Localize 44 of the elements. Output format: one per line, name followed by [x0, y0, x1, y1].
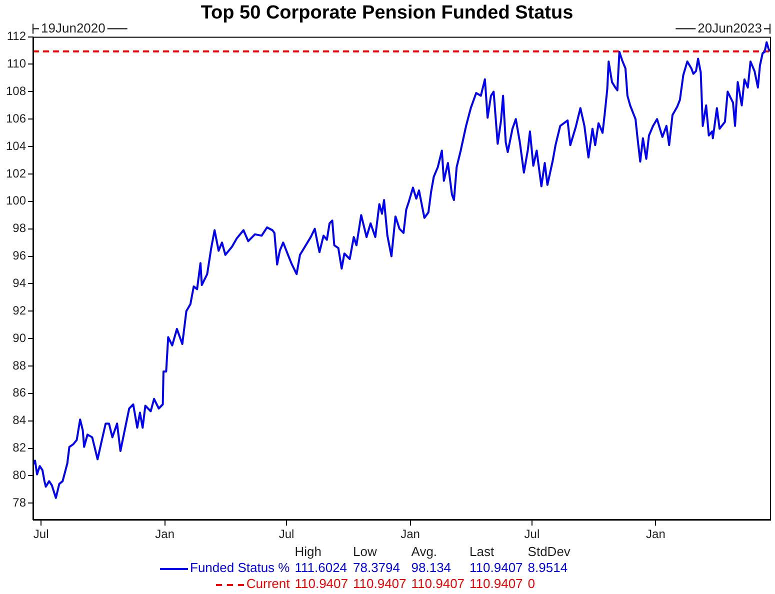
text: Avg.: [411, 544, 438, 560]
text: High: [294, 544, 322, 560]
text: 8.9514: [528, 560, 569, 576]
text: 110.9407: [470, 560, 524, 576]
x-tick-label: Jul: [524, 527, 540, 542]
y-tick-label: 78: [12, 495, 26, 510]
text: 98.134: [411, 560, 452, 576]
text: Last: [470, 544, 496, 560]
text: 20Jun2023: [698, 20, 762, 36]
y-tick-label: 82: [12, 440, 26, 455]
y-tick-label: 80: [12, 468, 26, 482]
y-tick-label: 90: [12, 330, 26, 345]
x-tick-label: Jan: [155, 527, 174, 542]
legend-label: Funded Status %: [189, 560, 291, 576]
text: 110.9407: [411, 576, 466, 592]
y-tick-label: 98: [12, 221, 26, 236]
legend-label: Current: [245, 576, 291, 592]
chart-title: Top 50 Corporate Pension Funded Status: [200, 2, 574, 24]
text: 110.9407: [470, 576, 524, 592]
x-tick-label: Jan: [646, 527, 666, 542]
y-tick-label: 106: [6, 111, 26, 126]
y-tick-label: 92: [12, 303, 26, 318]
y-tick-label: 96: [12, 248, 26, 263]
x-tick-label: Jan: [400, 527, 420, 542]
text: 0: [528, 576, 536, 592]
x-tick-label: Jul: [33, 527, 49, 542]
text: 110.9407: [353, 576, 408, 592]
y-tick-label: 112: [6, 29, 26, 44]
text: 110.9407: [294, 576, 349, 592]
x-tick-label: Jul: [278, 527, 294, 542]
text: Low: [353, 544, 378, 560]
y-tick-label: 86: [12, 386, 26, 400]
y-tick-label: 88: [12, 358, 26, 372]
y-tick-label: 100: [6, 194, 26, 208]
y-tick-label: 102: [6, 166, 26, 180]
text: 19Jun2020: [41, 20, 106, 36]
y-tick-label: 104: [6, 138, 26, 153]
text: 78.3794: [353, 560, 401, 576]
y-tick-label: 110: [6, 56, 26, 71]
y-tick-label: 84: [12, 413, 26, 428]
text: 111.6024: [294, 560, 348, 576]
y-tick-label: 108: [6, 84, 26, 98]
text: StdDev: [528, 544, 572, 560]
y-tick-label: 94: [12, 276, 26, 290]
